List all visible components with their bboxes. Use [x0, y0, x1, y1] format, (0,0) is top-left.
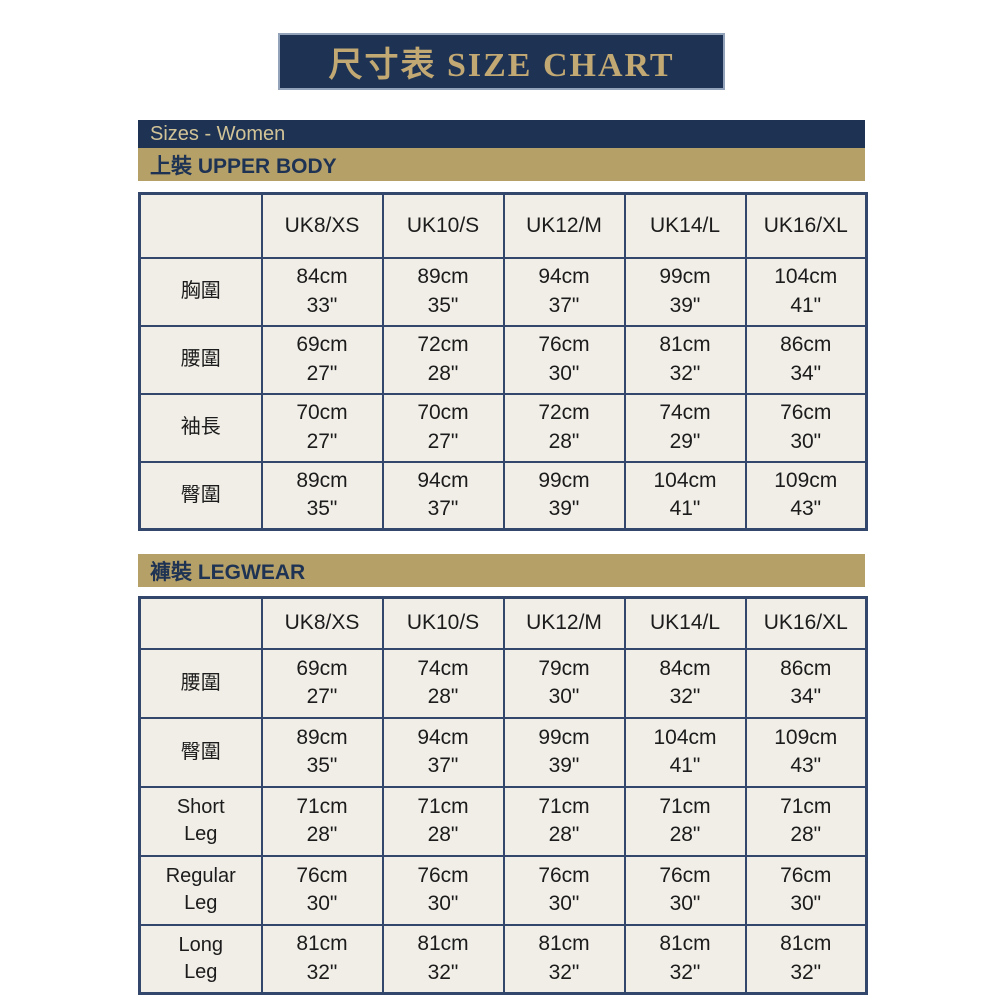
- row-label: 腰圍: [138, 324, 263, 395]
- size-value-cell: 71cm 28": [623, 785, 747, 857]
- size-value-cell: 99cm 39": [623, 256, 747, 327]
- table-header-row: UK8/XS UK10/S UK12/M UK14/L UK16/XL: [138, 596, 868, 650]
- size-value-cell: 71cm 28": [502, 785, 626, 857]
- size-value-cell: 109cm 43": [744, 716, 868, 788]
- table-row: 胸圍 84cm 33" 89cm 35" 94cm 37" 99cm 39" 104cm …: [138, 256, 868, 327]
- size-value-cell: 81cm 32": [744, 923, 868, 995]
- spacer: [138, 531, 865, 554]
- row-label: 臀圍: [138, 460, 263, 531]
- size-value-cell: 81cm 32": [623, 923, 747, 995]
- size-value-cell: 76cm 30": [744, 854, 868, 926]
- row-label: 袖長: [138, 392, 263, 463]
- size-chart-title-banner: 尺寸表 SIZE CHART: [278, 33, 725, 90]
- size-value-cell: 84cm 32": [623, 647, 747, 719]
- size-value-cell: 72cm 28": [502, 392, 626, 463]
- section-header-upper-body-label: 上裝 UPPER BODY: [150, 154, 337, 178]
- size-value-cell: 76cm 30": [260, 854, 384, 926]
- row-label: Short Leg: [138, 785, 263, 857]
- size-value-cell: 69cm 27": [260, 647, 384, 719]
- column-header: UK16/XL: [744, 192, 868, 259]
- size-value-cell: 89cm 35": [260, 716, 384, 788]
- sizes-women-header: Sizes - Women: [138, 120, 865, 148]
- size-value-cell: 76cm 30": [381, 854, 505, 926]
- row-label: Long Leg: [138, 923, 263, 995]
- size-value-cell: 70cm 27": [381, 392, 505, 463]
- row-label: 胸圍: [138, 256, 263, 327]
- table-row: 臀圍 89cm 35" 94cm 37" 99cm 39" 104cm 41" 109cm…: [138, 716, 868, 788]
- size-value-cell: 104cm 41": [744, 256, 868, 327]
- section-header-legwear-label: 褲裝 LEGWEAR: [150, 560, 306, 584]
- column-header: UK12/M: [502, 596, 626, 650]
- column-header: UK8/XS: [260, 192, 384, 259]
- size-value-cell: 104cm 41": [623, 716, 747, 788]
- size-value-cell: 71cm 28": [381, 785, 505, 857]
- table-row: 臀圍 89cm 35" 94cm 37" 99cm 39" 104cm 41" 109cm…: [138, 460, 868, 531]
- size-chart-title: 尺寸表 SIZE CHART: [328, 47, 675, 84]
- size-value-cell: 99cm 39": [502, 716, 626, 788]
- size-value-cell: 99cm 39": [502, 460, 626, 531]
- table-header-row: UK8/XS UK10/S UK12/M UK14/L UK16/XL: [138, 192, 868, 259]
- row-label: 臀圍: [138, 716, 263, 788]
- spacer: [138, 587, 865, 596]
- size-value-cell: 94cm 37": [502, 256, 626, 327]
- table-row: 腰圍 69cm 27" 72cm 28" 76cm 30" 81cm 32" 86cm 3…: [138, 324, 868, 395]
- corner-cell: [138, 192, 263, 259]
- size-value-cell: 81cm 32": [260, 923, 384, 995]
- column-header: UK12/M: [502, 192, 626, 259]
- size-value-cell: 79cm 30": [502, 647, 626, 719]
- size-value-cell: 76cm 30": [502, 854, 626, 926]
- size-value-cell: 109cm 43": [744, 460, 868, 531]
- size-value-cell: 76cm 30": [623, 854, 747, 926]
- upper-body-size-table: UK8/XS UK10/S UK12/M UK14/L UK16/XL 胸圍 84cm 33…: [138, 192, 868, 531]
- table-row: 袖長 70cm 27" 70cm 27" 72cm 28" 74cm 29" 76cm 3…: [138, 392, 868, 463]
- size-value-cell: 74cm 28": [381, 647, 505, 719]
- size-chart-page: 尺寸表 SIZE CHART Sizes - Women 上裝 UPPER BO…: [138, 0, 868, 995]
- size-value-cell: 94cm 37": [381, 460, 505, 531]
- size-value-cell: 86cm 34": [744, 324, 868, 395]
- size-value-cell: 104cm 41": [623, 460, 747, 531]
- size-value-cell: 86cm 34": [744, 647, 868, 719]
- column-header: UK10/S: [381, 192, 505, 259]
- row-label: Regular Leg: [138, 854, 263, 926]
- size-value-cell: 89cm 35": [260, 460, 384, 531]
- section-header-upper-body: 上裝 UPPER BODY: [138, 148, 865, 181]
- size-value-cell: 84cm 33": [260, 256, 384, 327]
- legwear-size-table: UK8/XS UK10/S UK12/M UK14/L UK16/XL 腰圍 69cm 27…: [138, 596, 868, 995]
- size-value-cell: 94cm 37": [381, 716, 505, 788]
- column-header: UK8/XS: [260, 596, 384, 650]
- size-value-cell: 71cm 28": [744, 785, 868, 857]
- table-row: 腰圍 69cm 27" 74cm 28" 79cm 30" 84cm 32" 86cm 3…: [138, 647, 868, 719]
- table-row: Short Leg 71cm 28" 71cm 28" 71cm 28" 71cm 28…: [138, 785, 868, 857]
- size-value-cell: 81cm 32": [502, 923, 626, 995]
- column-header: UK10/S: [381, 596, 505, 650]
- sizes-women-header-label: Sizes - Women: [150, 122, 286, 145]
- spacer: [138, 181, 865, 192]
- size-value-cell: 71cm 28": [260, 785, 384, 857]
- table-row: Regular Leg 76cm 30" 76cm 30" 76cm 30" 76cm …: [138, 854, 868, 926]
- size-value-cell: 72cm 28": [381, 324, 505, 395]
- size-value-cell: 74cm 29": [623, 392, 747, 463]
- table-row: Long Leg 81cm 32" 81cm 32" 81cm 32" 81cm 32"…: [138, 923, 868, 995]
- column-header: UK14/L: [623, 596, 747, 650]
- size-value-cell: 89cm 35": [381, 256, 505, 327]
- row-label: 腰圍: [138, 647, 263, 719]
- size-value-cell: 76cm 30": [744, 392, 868, 463]
- size-value-cell: 76cm 30": [502, 324, 626, 395]
- column-header: UK16/XL: [744, 596, 868, 650]
- size-value-cell: 81cm 32": [381, 923, 505, 995]
- size-value-cell: 69cm 27": [260, 324, 384, 395]
- column-header: UK14/L: [623, 192, 747, 259]
- size-value-cell: 70cm 27": [260, 392, 384, 463]
- size-value-cell: 81cm 32": [623, 324, 747, 395]
- section-header-legwear: 褲裝 LEGWEAR: [138, 554, 865, 587]
- corner-cell: [138, 596, 263, 650]
